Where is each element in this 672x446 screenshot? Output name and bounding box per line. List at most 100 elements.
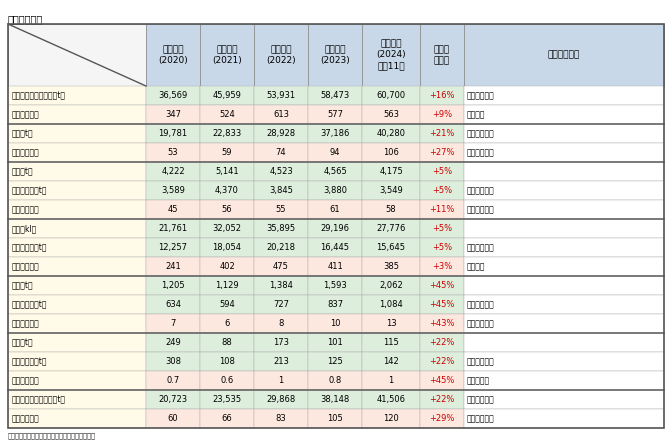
Bar [308, 333, 362, 352]
Text: 213: 213 [273, 357, 289, 366]
Text: 国、台湾: 国、台湾 [467, 262, 485, 271]
Text: アメリカ、中: アメリカ、中 [467, 91, 495, 100]
Text: 563: 563 [383, 110, 399, 119]
Text: 32,052: 32,052 [212, 224, 241, 233]
Bar [200, 200, 254, 219]
Text: 411: 411 [327, 262, 343, 271]
Bar [420, 238, 464, 257]
Text: 21,761: 21,761 [159, 224, 187, 233]
Text: +9%: +9% [432, 110, 452, 119]
Text: ル、台湾、カ: ル、台湾、カ [467, 148, 495, 157]
Text: 727: 727 [273, 300, 289, 309]
Text: 41,506: 41,506 [376, 395, 405, 404]
Bar [146, 162, 200, 181]
Bar [146, 276, 200, 295]
Bar [362, 219, 420, 238]
Bar [254, 371, 308, 390]
Text: 101: 101 [327, 338, 343, 347]
Text: +5%: +5% [432, 224, 452, 233]
Text: 60,700: 60,700 [376, 91, 406, 100]
Text: 74: 74 [276, 148, 286, 157]
Text: 原料米換算（t）: 原料米換算（t） [12, 300, 48, 309]
Bar [308, 276, 362, 295]
Text: 58,473: 58,473 [321, 91, 349, 100]
Bar [200, 181, 254, 200]
Text: 594: 594 [219, 300, 235, 309]
Bar [200, 86, 254, 105]
Bar [8, 24, 146, 86]
Text: 308: 308 [165, 357, 181, 366]
Bar [362, 238, 420, 257]
Bar [464, 162, 664, 181]
Bar [146, 24, 200, 86]
Bar [254, 124, 308, 143]
Text: +43%: +43% [429, 319, 455, 328]
Bar [146, 409, 200, 428]
Text: 66: 66 [222, 414, 233, 423]
Bar [464, 295, 664, 314]
Bar [464, 86, 664, 105]
Bar [254, 390, 308, 409]
Text: 7: 7 [170, 319, 175, 328]
Bar [464, 24, 664, 86]
Bar [254, 409, 308, 428]
Text: 務省「貿易統計」（政府による食糖援助を除く）: 務省「貿易統計」（政府による食糖援助を除く） [8, 432, 96, 438]
Bar [464, 105, 664, 124]
Bar [200, 238, 254, 257]
Bar [362, 409, 420, 428]
Text: 4,370: 4,370 [215, 186, 239, 195]
Text: 105: 105 [327, 414, 343, 423]
Text: 142: 142 [383, 357, 399, 366]
Bar [464, 257, 664, 276]
Bar [362, 352, 420, 371]
Text: 原料米換算（t）: 原料米換算（t） [12, 186, 48, 195]
Bar [362, 86, 420, 105]
Bar [464, 409, 664, 428]
Bar [308, 295, 362, 314]
Bar [362, 181, 420, 200]
Bar [308, 390, 362, 409]
Bar [8, 371, 146, 390]
Bar [254, 276, 308, 295]
Bar [254, 257, 308, 276]
Text: 241: 241 [165, 262, 181, 271]
Text: 3,549: 3,549 [379, 186, 403, 195]
Text: 13: 13 [386, 319, 396, 328]
Bar [464, 181, 664, 200]
Text: 0.7: 0.7 [167, 376, 179, 385]
Bar [308, 371, 362, 390]
Text: +45%: +45% [429, 376, 455, 385]
Bar [308, 200, 362, 219]
Text: 4,523: 4,523 [269, 167, 293, 176]
Bar [420, 352, 464, 371]
Bar [254, 314, 308, 333]
Bar [8, 333, 146, 352]
Bar [200, 257, 254, 276]
Text: 数量（kl）: 数量（kl） [12, 224, 37, 233]
Bar [464, 276, 664, 295]
Bar [362, 124, 420, 143]
Text: 5,141: 5,141 [215, 167, 239, 176]
Bar [464, 200, 664, 219]
Bar [362, 295, 420, 314]
Bar [200, 409, 254, 428]
Text: 金額（億円）: 金額（億円） [12, 376, 40, 385]
Bar [8, 238, 146, 257]
Bar [362, 162, 420, 181]
Bar [420, 124, 464, 143]
Text: 金額（億円）: 金額（億円） [12, 110, 40, 119]
Bar [8, 352, 146, 371]
Bar [146, 200, 200, 219]
Bar [420, 333, 464, 352]
Text: +29%: +29% [429, 414, 455, 423]
Bar [8, 105, 146, 124]
Bar [8, 295, 146, 314]
Bar [420, 371, 464, 390]
Text: 577: 577 [327, 110, 343, 119]
Text: 108: 108 [219, 357, 235, 366]
Text: 38,148: 38,148 [321, 395, 349, 404]
Bar [146, 181, 200, 200]
Text: 15,645: 15,645 [376, 243, 405, 252]
Text: 出実績の推移: 出実績の推移 [8, 14, 43, 24]
Bar [200, 162, 254, 181]
